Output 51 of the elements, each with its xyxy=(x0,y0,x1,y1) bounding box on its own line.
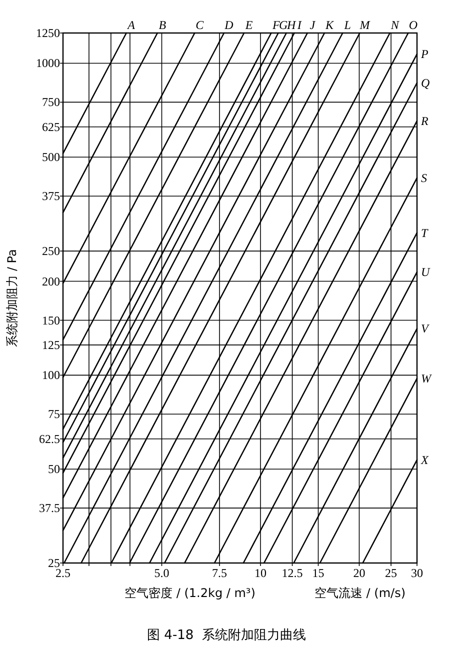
text: 图 4-18 系统附加阻力曲线 xyxy=(147,628,306,643)
series-label: L xyxy=(343,18,352,32)
y-axis-title: 系统附加阻力 / Pa xyxy=(5,249,19,347)
y-tick-label: 250 xyxy=(42,244,60,258)
series-label: G xyxy=(278,18,288,32)
series-label: F xyxy=(272,18,281,32)
series-label: D xyxy=(224,18,234,32)
y-tick-label: 1250 xyxy=(36,26,60,40)
x-tick-label: 20 xyxy=(353,566,366,580)
series-label: Q xyxy=(421,76,430,90)
y-tick-label: 750 xyxy=(42,95,60,110)
series-label: T xyxy=(421,226,429,240)
y-tick-label: 200 xyxy=(42,274,60,288)
y-tick-label: 1000 xyxy=(36,56,60,70)
series-label: V xyxy=(421,322,430,336)
series-label: O xyxy=(408,18,418,32)
series-label: E xyxy=(244,18,254,32)
text: 空气流速 / (m/s) xyxy=(314,586,406,600)
series-label: K xyxy=(324,18,334,32)
series-label: X xyxy=(420,452,429,467)
series-label: S xyxy=(421,170,427,185)
x-tick-label: 12.5 xyxy=(282,566,303,580)
y-tick-label: 150 xyxy=(42,313,60,328)
x-tick-label: 7.5 xyxy=(212,566,228,580)
series-label: U xyxy=(421,265,431,280)
y-tick-label: 375 xyxy=(42,189,60,204)
series-label: J xyxy=(310,18,316,32)
y-tick-label: 500 xyxy=(42,150,60,164)
y-tick-label: 37.5 xyxy=(39,501,60,516)
series-label: W xyxy=(421,371,432,386)
series-label: P xyxy=(420,47,429,62)
series-label: B xyxy=(158,18,167,32)
y-tick-label: 625 xyxy=(42,120,60,134)
series-label: A xyxy=(126,18,136,32)
x-tick-label: 15 xyxy=(312,566,324,580)
x-tick-label: 30 xyxy=(411,566,423,580)
series-label: R xyxy=(420,114,429,128)
x-tick-label: 10 xyxy=(254,566,266,580)
y-tick-label: 100 xyxy=(42,368,60,382)
series-label: H xyxy=(286,18,298,32)
series-label: I xyxy=(296,18,302,32)
y-tick-label: 75 xyxy=(48,407,60,422)
y-tick-label: 62.5 xyxy=(39,432,60,446)
series-label: M xyxy=(358,18,371,32)
x-tick-label: 5.0 xyxy=(154,566,170,580)
y-tick-label: 125 xyxy=(42,338,60,352)
y-tick-label: 50 xyxy=(48,462,60,476)
series-label: C xyxy=(196,18,205,32)
x-tick-label: 25 xyxy=(385,566,398,580)
x-axis-title: 空气密度 / (1.2kg / m³) xyxy=(124,586,256,600)
series-label: N xyxy=(390,18,400,32)
